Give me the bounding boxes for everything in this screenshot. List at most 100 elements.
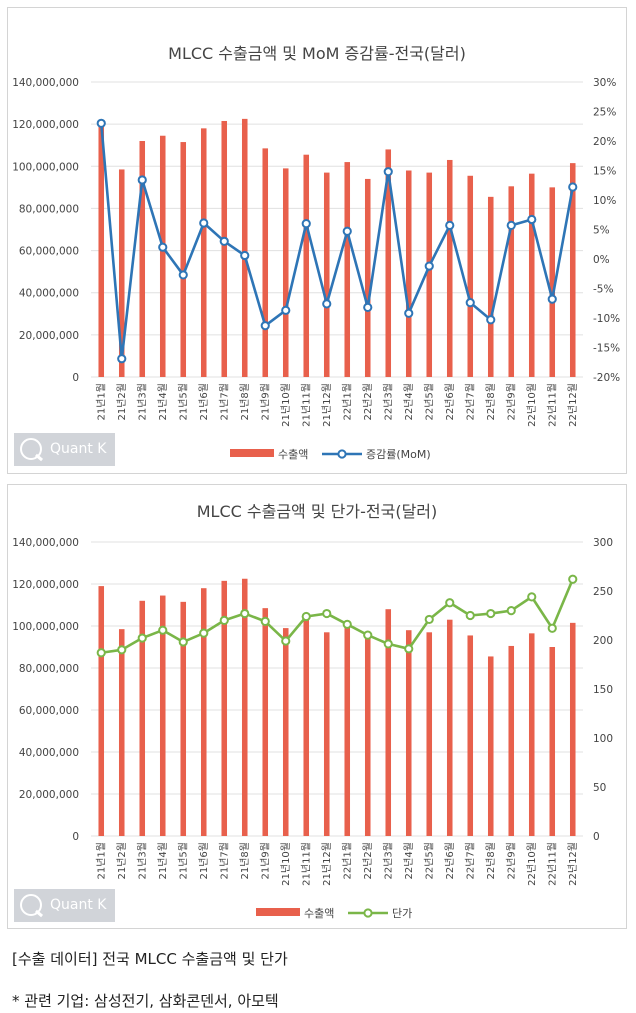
y-left-tick-label: 100,000,000 bbox=[12, 621, 79, 633]
legend-label-bar: 수출액 bbox=[278, 448, 308, 461]
bar-21년3월 bbox=[139, 141, 146, 377]
line-point-22년6월 bbox=[445, 598, 455, 608]
line-point-21년5월 bbox=[178, 270, 188, 280]
line-point-21년3월 bbox=[137, 633, 147, 643]
x-tick-label: 21년8월 bbox=[239, 383, 251, 421]
legend: 수출액 단가 bbox=[256, 907, 412, 920]
x-tick-label: 22년12월 bbox=[567, 383, 579, 427]
line-point-22년11월 bbox=[547, 294, 557, 304]
bar-22년10월 bbox=[528, 173, 535, 377]
y-right-tick-label: -5% bbox=[593, 284, 613, 296]
bar-22년3월 bbox=[385, 609, 392, 836]
y-right-tick-label: 25% bbox=[593, 107, 616, 119]
line-point-21년9월 bbox=[260, 616, 270, 626]
watermark-text: Quant K bbox=[50, 897, 107, 913]
quant-k-logo-icon bbox=[20, 438, 42, 460]
x-tick-label: 22년3월 bbox=[382, 383, 394, 421]
y-left-tick-label: 60,000,000 bbox=[19, 705, 79, 717]
line-point-22년4월 bbox=[404, 644, 414, 654]
line-point-21년12월 bbox=[322, 608, 332, 619]
line-point-22년7월 bbox=[465, 610, 475, 621]
line-point-21년8월 bbox=[240, 250, 250, 261]
bar-22년5월 bbox=[426, 632, 433, 836]
line-point-21년11월 bbox=[301, 611, 311, 622]
line-point-21년2월 bbox=[117, 354, 127, 364]
bar-21년8월 bbox=[241, 578, 248, 836]
x-tick-label: 21년6월 bbox=[198, 383, 210, 421]
line-point-22년12월 bbox=[568, 574, 578, 584]
y-left-tick-label: 100,000,000 bbox=[12, 161, 79, 173]
y-right-tick-label: 30% bbox=[593, 77, 616, 89]
y-right-tick-label: -10% bbox=[593, 313, 620, 325]
bar-21년12월 bbox=[323, 172, 330, 377]
bar-22년4월 bbox=[405, 630, 412, 836]
x-tick-label: 21년12월 bbox=[321, 842, 333, 886]
bar-22년7월 bbox=[467, 175, 474, 377]
bar-22년8월 bbox=[487, 196, 494, 377]
bar-22년9월 bbox=[508, 186, 515, 377]
x-tick-label: 21년1월 bbox=[95, 383, 107, 421]
x-tick-label: 21년1월 bbox=[95, 842, 107, 880]
line-point-21년12월 bbox=[322, 299, 332, 309]
line-point-21년10월 bbox=[281, 636, 291, 646]
bar-21년11월 bbox=[303, 614, 310, 836]
x-tick-label: 21년9월 bbox=[259, 383, 271, 421]
line-point-21년4월 bbox=[158, 625, 168, 635]
x-tick-label: 21년8월 bbox=[239, 842, 251, 880]
line-point-21년6월 bbox=[199, 628, 209, 638]
y-right-tick-label: 200 bbox=[593, 635, 613, 647]
bar-22년1월 bbox=[344, 162, 351, 377]
legend: 수출액 증감률(MoM) bbox=[230, 448, 431, 461]
bar-21년6월 bbox=[200, 588, 207, 836]
legend-label-bar: 수출액 bbox=[304, 907, 334, 920]
y-left-tick-label: 140,000,000 bbox=[12, 77, 79, 89]
x-tick-label: 21년12월 bbox=[321, 383, 333, 427]
x-tick-label: 22년1월 bbox=[341, 383, 353, 421]
bar-21년10월 bbox=[282, 168, 289, 377]
line-point-22년12월 bbox=[568, 182, 578, 192]
x-tick-label: 21년5월 bbox=[177, 383, 189, 421]
line-point-21년8월 bbox=[240, 608, 250, 619]
x-tick-label: 22년2월 bbox=[362, 383, 374, 421]
x-tick-label: 21년11월 bbox=[300, 383, 312, 427]
bar-21년5월 bbox=[180, 142, 187, 377]
bar-22년11월 bbox=[549, 187, 556, 377]
x-tick-label: 22년6월 bbox=[444, 842, 456, 880]
caption-related-companies: * 관련 기업: 삼성전기, 삼화콘덴서, 아모텍 bbox=[12, 992, 279, 1010]
bar-22년11월 bbox=[549, 647, 556, 836]
legend-swatch-bar bbox=[256, 908, 300, 916]
y-left-tick-label: 40,000,000 bbox=[19, 288, 79, 300]
bar-21년9월 bbox=[262, 148, 269, 377]
x-tick-label: 22년3월 bbox=[382, 842, 394, 880]
quant-k-logo-icon bbox=[20, 894, 42, 916]
x-tick-label: 21년7월 bbox=[218, 383, 230, 421]
line-point-22년8월 bbox=[486, 315, 496, 325]
y-right-tick-label: -20% bbox=[593, 372, 620, 384]
x-tick-label: 21년5월 bbox=[177, 842, 189, 880]
bar-21년12월 bbox=[323, 632, 330, 836]
chart-unit-price-svg: MLCC 수출금액 및 단가-전국(달러) 0 20,000,000 40,000,0… bbox=[12, 502, 613, 920]
bar-22년9월 bbox=[508, 645, 515, 836]
x-tick-label: 22년4월 bbox=[403, 383, 415, 421]
bar-22년5월 bbox=[426, 172, 433, 377]
watermark: Quant K bbox=[14, 433, 115, 466]
y-right-tick-label: 5% bbox=[593, 225, 610, 237]
chart-title: MLCC 수출금액 및 MoM 증감률-전국(달러) bbox=[168, 44, 466, 63]
chart-unit-price: MLCC 수출금액 및 단가-전국(달러) 0 20,000,000 40,000,0… bbox=[7, 484, 627, 929]
x-tick-label: 21년4월 bbox=[157, 383, 169, 421]
y-left-tick-label: 120,000,000 bbox=[12, 119, 79, 131]
line-point-22년8월 bbox=[486, 608, 496, 619]
bar-21년1월 bbox=[98, 586, 105, 836]
line-point-21년1월 bbox=[96, 648, 106, 658]
y-right-tick-label: 0% bbox=[593, 254, 610, 266]
bar-21년11월 bbox=[303, 154, 310, 377]
legend-marker bbox=[363, 908, 373, 918]
y-right-tick-label: 20% bbox=[593, 136, 616, 148]
x-tick-label: 21년4월 bbox=[157, 842, 169, 880]
line-point-21년2월 bbox=[117, 645, 127, 655]
chart-mom-svg: MLCC 수출금액 및 MoM 증감률-전국(달러) 0 20,000,000 40,… bbox=[12, 44, 620, 461]
line-point-21년10월 bbox=[281, 305, 291, 315]
legend-label-line: 증감률(MoM) bbox=[366, 448, 431, 461]
bar-22년12월 bbox=[569, 622, 576, 836]
y-left-tick-label: 120,000,000 bbox=[12, 579, 79, 591]
